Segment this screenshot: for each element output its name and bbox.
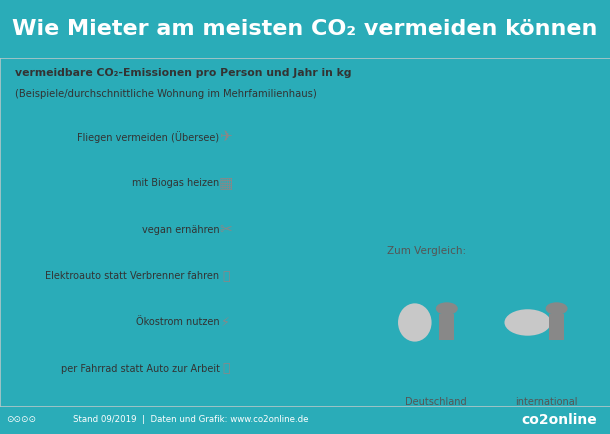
Bar bbox=[253, 266, 287, 286]
Bar bbox=[253, 313, 285, 332]
Text: vegan ernähren: vegan ernähren bbox=[142, 225, 220, 235]
Bar bbox=[253, 174, 346, 193]
Bar bbox=[253, 127, 493, 147]
Bar bbox=[549, 314, 564, 340]
Text: 🚗: 🚗 bbox=[222, 270, 229, 283]
Text: 510: 510 bbox=[295, 270, 321, 283]
Text: 480: 480 bbox=[293, 316, 320, 329]
Text: 4.800: 4.800 bbox=[515, 358, 576, 377]
Text: 1.010: 1.010 bbox=[329, 223, 369, 236]
Text: ▦: ▦ bbox=[218, 176, 233, 191]
Text: 9.600: 9.600 bbox=[406, 358, 467, 377]
Text: Zum Vergleich:: Zum Vergleich: bbox=[387, 246, 467, 256]
Ellipse shape bbox=[398, 303, 431, 342]
Text: ⚡: ⚡ bbox=[221, 316, 230, 329]
Text: 3.560: 3.560 bbox=[501, 130, 540, 143]
Text: ✈: ✈ bbox=[220, 129, 232, 145]
Text: ✂: ✂ bbox=[220, 222, 232, 237]
Bar bbox=[439, 314, 454, 340]
Bar bbox=[253, 359, 285, 378]
Text: Ökostrom nutzen: Ökostrom nutzen bbox=[136, 318, 220, 328]
Circle shape bbox=[545, 302, 567, 315]
Circle shape bbox=[504, 309, 551, 336]
Text: international: international bbox=[515, 397, 577, 407]
Circle shape bbox=[436, 302, 458, 315]
Text: Elektroauto statt Verbrenner fahren: Elektroauto statt Verbrenner fahren bbox=[46, 271, 220, 281]
Text: 470: 470 bbox=[293, 362, 319, 375]
Text: (Beispiele/durchschnittliche Wohnung im Mehrfamilienhaus): (Beispiele/durchschnittliche Wohnung im … bbox=[15, 89, 317, 99]
Text: vermeidbare CO₂-Emissionen pro Person und Jahr in kg: vermeidbare CO₂-Emissionen pro Person un… bbox=[15, 69, 352, 79]
Text: per Fahrrad statt Auto zur Arbeit: per Fahrrad statt Auto zur Arbeit bbox=[60, 364, 220, 374]
Text: mit Biogas heizen: mit Biogas heizen bbox=[132, 178, 220, 188]
Text: Fliegen vermeiden (Übersee): Fliegen vermeiden (Übersee) bbox=[77, 131, 220, 143]
Text: ⊙⊙⊙⊙: ⊙⊙⊙⊙ bbox=[6, 415, 36, 424]
Text: co2online: co2online bbox=[522, 413, 597, 427]
Text: 1.380: 1.380 bbox=[354, 177, 393, 190]
Bar bbox=[253, 220, 321, 240]
Text: 🚲: 🚲 bbox=[222, 362, 229, 375]
Text: Deutschland: Deutschland bbox=[405, 397, 467, 407]
Text: Wie Mieter am meisten CO₂ vermeiden können: Wie Mieter am meisten CO₂ vermeiden könn… bbox=[12, 19, 598, 39]
Text: Stand 09/2019  |  Daten und Grafik: www.co2online.de: Stand 09/2019 | Daten und Grafik: www.co… bbox=[73, 415, 309, 424]
